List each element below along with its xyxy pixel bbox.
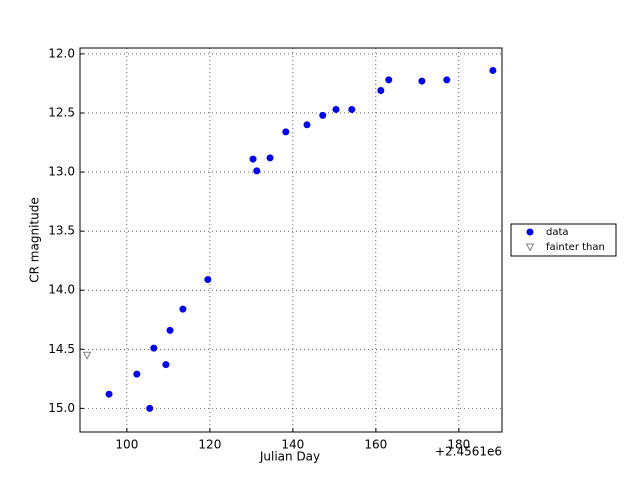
- legend-label: fainter than: [546, 242, 605, 253]
- data-point: [179, 305, 187, 313]
- y-tick-label: 12.5: [48, 105, 75, 119]
- data-point: [204, 276, 212, 284]
- data-point: [146, 404, 154, 412]
- x-tick-label: 100: [115, 438, 138, 452]
- x-offset-label: +2.4561e6: [435, 445, 502, 459]
- data-point: [266, 154, 274, 162]
- data-point: [443, 76, 451, 84]
- y-tick-label: 12.0: [48, 46, 75, 60]
- data-point: [282, 128, 290, 136]
- data-point: [303, 121, 311, 129]
- x-tick-label: 140: [281, 438, 304, 452]
- y-tick-label: 14.5: [48, 342, 75, 356]
- data-point: [82, 351, 92, 360]
- data-point: [133, 370, 141, 378]
- data-point: [348, 105, 356, 113]
- x-tick-label: 180: [447, 438, 470, 452]
- data-point: [418, 77, 426, 85]
- data-point: [253, 167, 261, 175]
- data-point: [166, 326, 174, 334]
- data-point: [332, 105, 340, 113]
- y-tick-label: 15.0: [48, 401, 75, 415]
- y-tick-label: 13.5: [48, 224, 75, 238]
- legend-marker: [525, 243, 535, 252]
- legend-marker: [526, 228, 534, 236]
- data-point: [377, 87, 385, 95]
- data-point: [385, 76, 393, 84]
- legend-label: data: [546, 227, 569, 238]
- data-point: [150, 344, 158, 352]
- data-point: [319, 111, 327, 119]
- plot-frame: [79, 47, 503, 433]
- y-tick-label: 14.0: [48, 283, 75, 297]
- y-tick-label: 13.0: [48, 165, 75, 179]
- x-tick-label: 160: [364, 438, 387, 452]
- data-point: [162, 361, 170, 369]
- y-axis-label: CR magnitude: [28, 197, 42, 282]
- data-point: [105, 390, 113, 398]
- data-point: [489, 66, 497, 74]
- x-axis-label: Julian Day: [259, 450, 320, 464]
- data-point: [249, 155, 257, 163]
- x-tick-label: 120: [198, 438, 221, 452]
